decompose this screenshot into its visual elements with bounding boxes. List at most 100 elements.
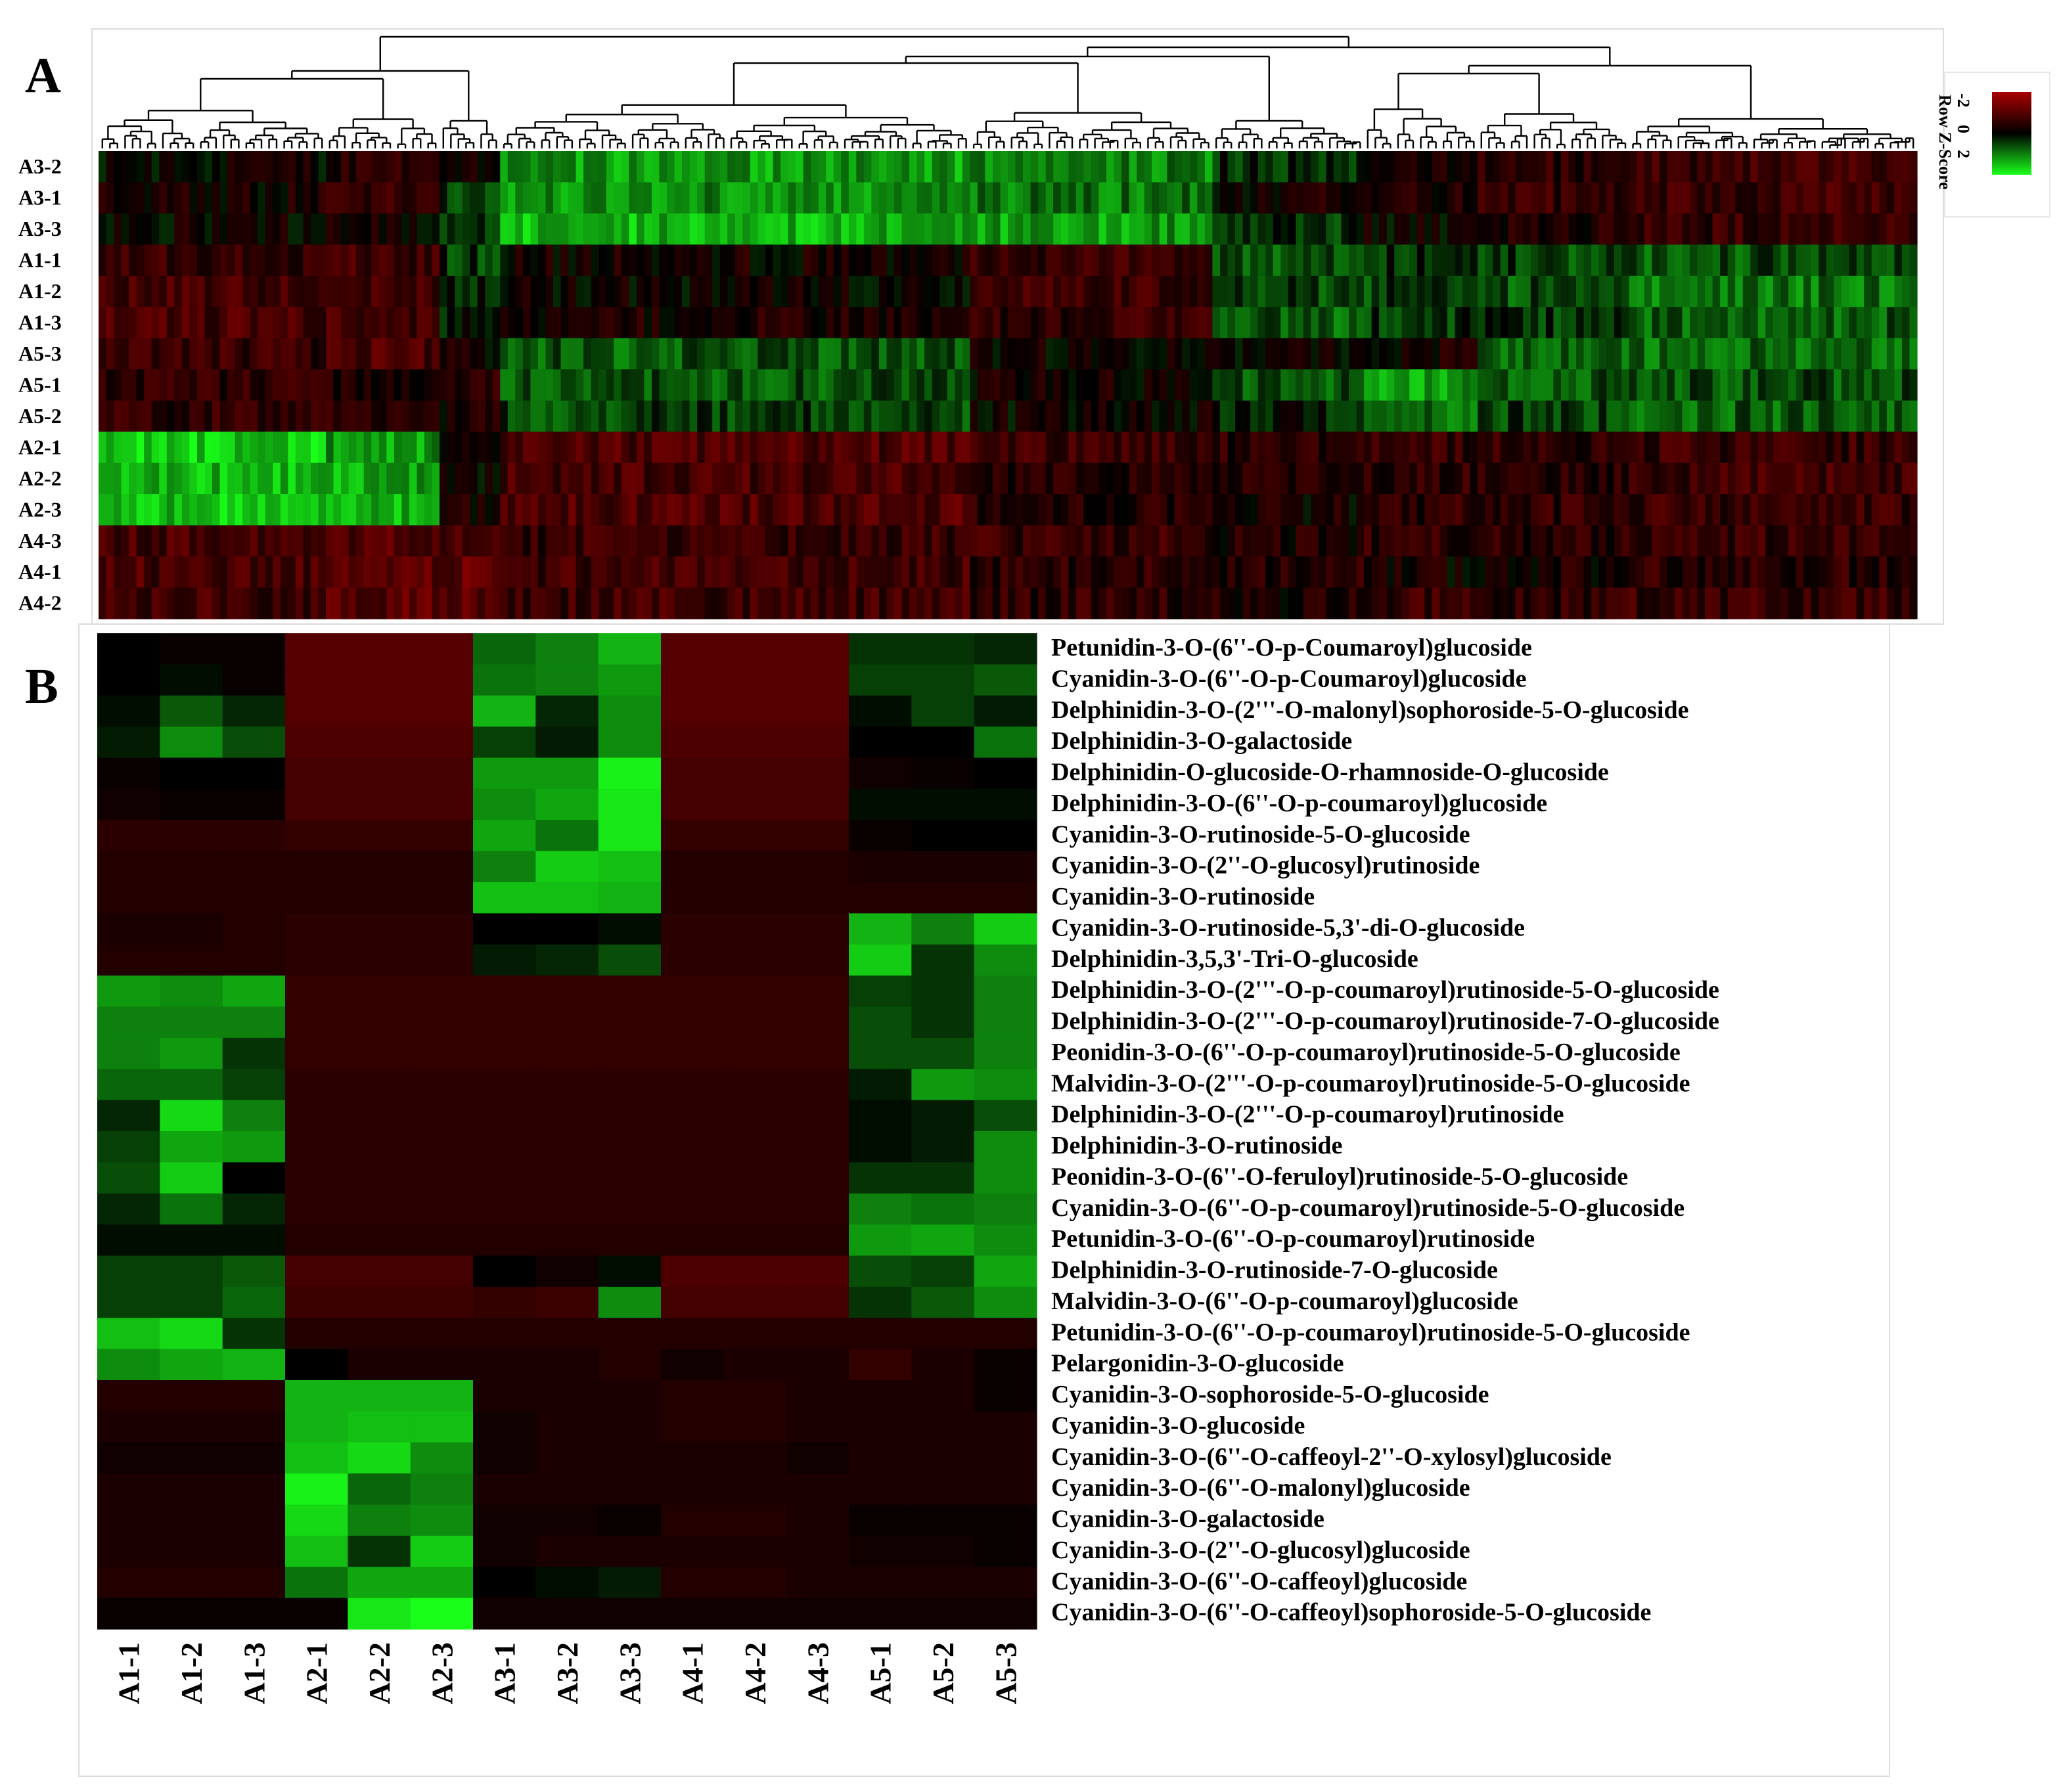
heatmap-a-cell: [659, 587, 667, 619]
heatmap-b-cell: [974, 633, 1037, 665]
heatmap-b-cell: [285, 1224, 348, 1257]
heatmap-a-cell: [1834, 338, 1842, 370]
heatmap-a-cell: [1401, 275, 1410, 307]
heatmap-a-cell: [1583, 244, 1592, 277]
heatmap-a-cell: [856, 494, 865, 526]
heatmap-a-cell: [1841, 213, 1849, 245]
heatmap-a-cell: [424, 244, 433, 277]
heatmap-a-cell: [1508, 275, 1516, 307]
heatmap-a-cell: [1227, 525, 1236, 557]
heatmap-a-cell: [280, 275, 288, 307]
heatmap-b-cell: [723, 1286, 787, 1318]
heatmap-b-cell: [473, 1380, 536, 1412]
heatmap-a-cell: [196, 494, 206, 526]
heatmap-a-cell: [394, 556, 402, 589]
heatmap-a-cell: [1796, 244, 1804, 277]
heatmap-a-cell: [1720, 151, 1729, 183]
heatmap-a-cell: [1682, 587, 1690, 619]
heatmap-a-cell: [144, 151, 152, 183]
heatmap-a-cell: [219, 369, 228, 401]
heatmap-a-cell: [1493, 275, 1501, 307]
heatmap-a-cell: [417, 275, 425, 307]
heatmap-a-cell: [1356, 525, 1365, 557]
heatmap-b-cell: [535, 1411, 599, 1443]
heatmap-a-cell: [576, 244, 584, 277]
heatmap-b-cell: [160, 944, 223, 976]
heatmap-a-cell: [1757, 338, 1766, 370]
heatmap-a-cell: [1333, 525, 1342, 557]
heatmap-a-cell: [166, 213, 175, 245]
heatmap-a-cell: [1129, 307, 1137, 339]
heatmap-a-cell: [1583, 151, 1592, 183]
heatmap-a-cell: [606, 400, 614, 432]
heatmap-a-cell: [1500, 369, 1508, 401]
heatmap-a-cell: [1197, 213, 1206, 245]
heatmap-a-cell: [1045, 244, 1054, 277]
heatmap-a-cell: [424, 151, 433, 183]
heatmap-b-cell: [160, 1224, 223, 1257]
heatmap-a-cell: [333, 369, 342, 401]
heatmap-a-cell: [326, 400, 334, 432]
heatmap-a-cell: [1386, 494, 1395, 526]
heatmap-a-cell: [750, 556, 758, 589]
heatmap-b-cell: [786, 944, 849, 976]
heatmap-a-cell: [136, 432, 145, 464]
heatmap-a-cell: [992, 432, 1001, 464]
heatmap-b-cell: [974, 1535, 1037, 1567]
heatmap-a-cell: [758, 338, 766, 370]
heatmap-a-cell: [1727, 244, 1736, 277]
heatmap-a-cell: [1250, 369, 1259, 401]
heatmap-a-cell: [166, 400, 175, 432]
heatmap-a-cell: [1462, 494, 1471, 526]
heatmap-b-cell: [974, 1598, 1037, 1630]
heatmap-a-cell: [1386, 307, 1395, 339]
heatmap-b-cell: [849, 1006, 912, 1039]
heatmap-a-cell: [750, 244, 758, 277]
heatmap-a-cell: [1455, 369, 1463, 401]
heatmap-a-cell: [1189, 556, 1198, 589]
heatmap-a-cell: [500, 338, 509, 370]
heatmap-a-cell: [114, 525, 122, 557]
heatmap-a-cell: [409, 587, 417, 619]
heatmap-a-cell: [537, 338, 547, 370]
heatmap-a-cell: [1212, 525, 1221, 557]
heatmap-a-cell: [1659, 432, 1667, 464]
heatmap-a-cell: [440, 525, 448, 557]
heatmap-b-row-label: Cyanidin-3-O-galactoside: [1051, 1506, 1324, 1533]
heatmap-a-cell: [841, 556, 849, 589]
heatmap-a-cell: [401, 400, 410, 432]
heatmap-a-cell: [1379, 369, 1388, 401]
heatmap-a-cell: [939, 338, 948, 370]
heatmap-a-cell: [507, 432, 516, 464]
heatmap-a-cell: [114, 275, 122, 307]
heatmap-a-cell: [1432, 182, 1440, 214]
heatmap-a-cell: [591, 556, 599, 589]
heatmap-a-cell: [1644, 182, 1652, 214]
heatmap-a-cell: [803, 244, 811, 277]
heatmap-a-cell: [962, 556, 970, 589]
heatmap-a-cell: [1901, 400, 1911, 432]
heatmap-a-cell: [1727, 338, 1736, 370]
heatmap-a-cell: [1826, 338, 1834, 370]
heatmap-a-cell: [1811, 400, 1819, 432]
heatmap-a-cell: [440, 151, 448, 183]
heatmap-a-cell: [1371, 275, 1380, 307]
heatmap-a-cell: [1053, 307, 1062, 339]
heatmap-a-cell: [1568, 369, 1577, 401]
heatmap-a-cell: [136, 587, 145, 619]
heatmap-a-cell: [1030, 462, 1039, 495]
heatmap-a-cell: [651, 275, 660, 307]
heatmap-a-cell: [1462, 462, 1471, 495]
heatmap-a-cell: [697, 494, 706, 526]
heatmap-a-cell: [1144, 462, 1152, 495]
heatmap-a-cell: [378, 307, 387, 339]
heatmap-a-cell: [1629, 494, 1637, 526]
heatmap-a-cell: [1682, 307, 1690, 339]
heatmap-a-cell: [1538, 525, 1547, 557]
heatmap-a-cell: [1424, 494, 1433, 526]
heatmap-b-cell: [348, 788, 411, 820]
heatmap-a-cell: [1219, 494, 1229, 526]
heatmap-a-cell: [621, 275, 629, 307]
heatmap-a-cell: [409, 400, 417, 432]
heatmap-a-cell: [447, 338, 455, 370]
